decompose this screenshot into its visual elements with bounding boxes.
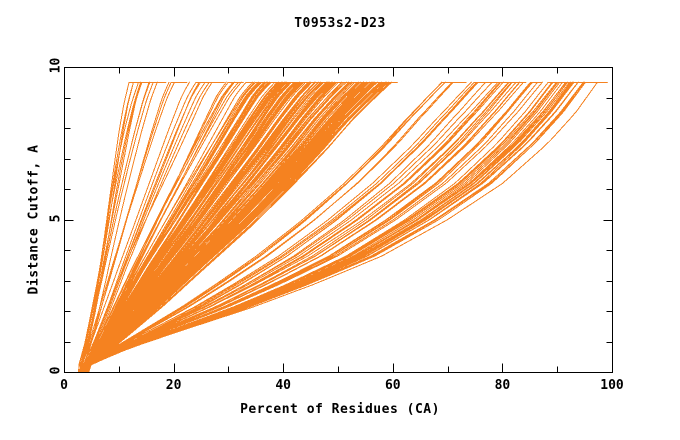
distance-cutoff-curve [86, 81, 502, 373]
distance-cutoff-curve [82, 81, 390, 373]
distance-cutoff-curve [82, 81, 355, 373]
distance-cutoff-curve [87, 81, 515, 373]
distance-cutoff-curve [80, 81, 190, 373]
distance-cutoff-curve [84, 81, 360, 373]
x-axis-title: Percent of Residues (CA) [240, 402, 440, 417]
distance-cutoff-curve [82, 81, 498, 373]
x-axis-tick-label: 100 [600, 378, 624, 393]
distance-cutoff-curve [85, 81, 227, 373]
distance-cutoff-curve [87, 81, 609, 373]
distance-cutoff-curve [84, 81, 561, 373]
distance-cutoff-curve [87, 81, 318, 373]
distance-cutoff-curve [83, 81, 201, 373]
distance-cutoff-curve [86, 81, 277, 373]
distance-cutoff-curve [85, 81, 467, 373]
distance-cutoff-curve [86, 81, 501, 373]
distance-cutoff-curve [85, 81, 382, 373]
x-axis-tick-label: 40 [275, 378, 292, 393]
distance-cutoff-curve [86, 81, 226, 373]
distance-cutoff-curve [83, 81, 353, 373]
distance-cutoff-curve [84, 81, 387, 373]
x-axis-tick-label: 0 [60, 378, 68, 393]
distance-cutoff-curve [87, 81, 398, 373]
distance-cutoff-curve [86, 81, 495, 373]
distance-cutoff-curve [85, 81, 446, 373]
distance-cutoff-curve [84, 81, 337, 373]
distance-cutoff-curve [86, 81, 348, 373]
y-axis-tick-label: 0 [48, 366, 64, 375]
distance-cutoff-curve [83, 81, 314, 373]
distance-cutoff-curve [85, 81, 209, 373]
distance-cutoff-curve [85, 81, 493, 373]
distance-cutoff-curve [85, 81, 266, 373]
distance-cutoff-curve [83, 81, 316, 373]
distance-cutoff-curve [85, 81, 214, 373]
distance-cutoff-curve [84, 81, 543, 373]
distance-cutoff-curve [84, 81, 239, 373]
distance-cutoff-curve [86, 81, 291, 373]
distance-cutoff-curve [79, 81, 134, 373]
chart-title: T0953s2-D23 [294, 16, 386, 31]
distance-cutoff-curve [82, 81, 539, 373]
y-axis-tick-label: 5 [48, 214, 64, 222]
distance-cutoff-curve [82, 81, 184, 373]
distance-cutoff-curve [83, 81, 267, 373]
distance-cutoff-curve [83, 81, 459, 373]
y-axis-title: Distance Cutoff, A [26, 144, 42, 295]
distance-cutoff-curve [84, 81, 320, 373]
distance-cutoff-curve [87, 81, 368, 373]
x-axis-tick-label: 80 [494, 378, 511, 393]
distance-cutoff-curve [86, 81, 570, 373]
distance-cutoff-curve [86, 81, 577, 373]
distance-cutoff-curve [79, 81, 167, 373]
distance-cutoff-curve [86, 81, 271, 373]
distance-cutoff-curve [81, 81, 150, 373]
distance-cutoff-curve [78, 81, 142, 373]
x-axis-tick-label: 60 [384, 378, 401, 393]
distance-cutoff-curve [83, 81, 158, 373]
x-axis-tick-label: 20 [165, 378, 182, 393]
distance-cutoff-curve [85, 81, 601, 373]
distance-cutoff-curve [82, 81, 513, 373]
distance-cutoff-curve [82, 81, 288, 373]
y-axis-tick-label: 10 [48, 57, 64, 74]
curve-series-layer [78, 81, 609, 373]
distance-cutoff-curve [87, 81, 235, 373]
axis-frame-layer [63, 66, 614, 374]
distance-cutoff-curve [83, 81, 307, 373]
distance-cutoff-curve [83, 81, 479, 373]
